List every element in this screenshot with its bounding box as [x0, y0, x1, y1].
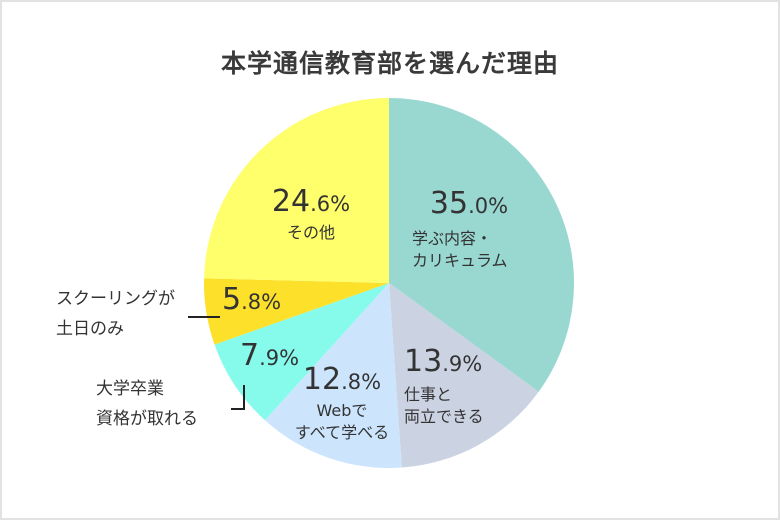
slice-percent: 12.8% — [302, 362, 382, 397]
leader-line-schooling — [188, 316, 220, 318]
pie-slice — [214, 283, 389, 421]
slice-percent-schooling: 5.8% — [222, 282, 282, 317]
pie-slice — [264, 283, 402, 468]
pie-slice — [204, 98, 389, 283]
slice-label-curriculum: 35.0% 学ぶ内容・ カリキュラム — [404, 188, 534, 272]
slice-text: Webで すべて学べる — [294, 401, 390, 442]
slice-label-other: 24.6% その他 — [246, 186, 376, 244]
slice-text: 仕事と 両立できる — [404, 385, 484, 426]
leader-line-degree-h — [231, 408, 245, 410]
slice-text: 学ぶ内容・ カリキュラム — [412, 229, 508, 270]
outside-label-degree: 大学卒業 資格が取れる — [96, 379, 198, 429]
slice-label-work: 13.9% 仕事と 両立できる — [404, 346, 514, 428]
chart-title: 本学通信教育部を選んだ理由 — [220, 49, 559, 78]
slice-label-web: 12.8% Webで すべて学べる — [282, 364, 402, 444]
leader-line-degree-v — [243, 385, 245, 410]
slice-percent-degree: 7.9% — [240, 338, 300, 373]
slice-percent: 13.9% — [404, 344, 483, 379]
slice-text: その他 — [286, 223, 335, 242]
outside-label-schooling: スクーリングが 土日のみ — [56, 289, 175, 339]
pie-slice — [389, 98, 574, 392]
slice-percent: 35.0% — [429, 186, 509, 221]
pie-slice — [389, 283, 539, 468]
slice-percent: 24.6% — [271, 184, 351, 219]
pie-slice — [204, 278, 389, 345]
